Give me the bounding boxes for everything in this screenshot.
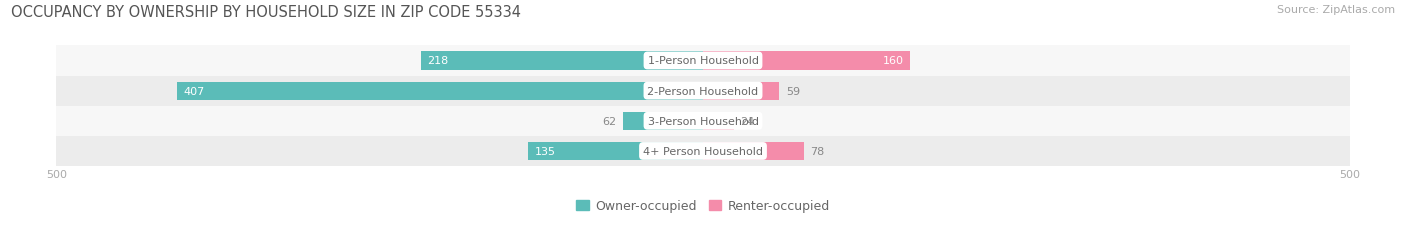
Text: 59: 59 <box>786 86 800 96</box>
Bar <box>623 112 703 130</box>
Text: 4+ Person Household: 4+ Person Household <box>643 146 763 156</box>
Bar <box>703 82 779 100</box>
Text: 2-Person Household: 2-Person Household <box>647 86 759 96</box>
Bar <box>56 136 1350 166</box>
Bar <box>529 142 703 160</box>
Bar <box>703 52 910 70</box>
Text: 160: 160 <box>883 56 904 66</box>
Bar <box>56 46 1350 76</box>
Text: 78: 78 <box>810 146 824 156</box>
Bar <box>177 82 703 100</box>
Bar <box>56 76 1350 106</box>
Bar <box>703 142 804 160</box>
Bar <box>420 52 703 70</box>
Text: 135: 135 <box>534 146 555 156</box>
Text: 62: 62 <box>602 116 616 126</box>
Text: OCCUPANCY BY OWNERSHIP BY HOUSEHOLD SIZE IN ZIP CODE 55334: OCCUPANCY BY OWNERSHIP BY HOUSEHOLD SIZE… <box>11 5 522 20</box>
Text: 218: 218 <box>427 56 449 66</box>
Text: 407: 407 <box>183 86 204 96</box>
Bar <box>703 112 734 130</box>
Text: 3-Person Household: 3-Person Household <box>648 116 758 126</box>
Text: 1-Person Household: 1-Person Household <box>648 56 758 66</box>
Bar <box>56 106 1350 136</box>
Text: 24: 24 <box>741 116 755 126</box>
Text: Source: ZipAtlas.com: Source: ZipAtlas.com <box>1277 5 1395 15</box>
Legend: Owner-occupied, Renter-occupied: Owner-occupied, Renter-occupied <box>571 194 835 217</box>
